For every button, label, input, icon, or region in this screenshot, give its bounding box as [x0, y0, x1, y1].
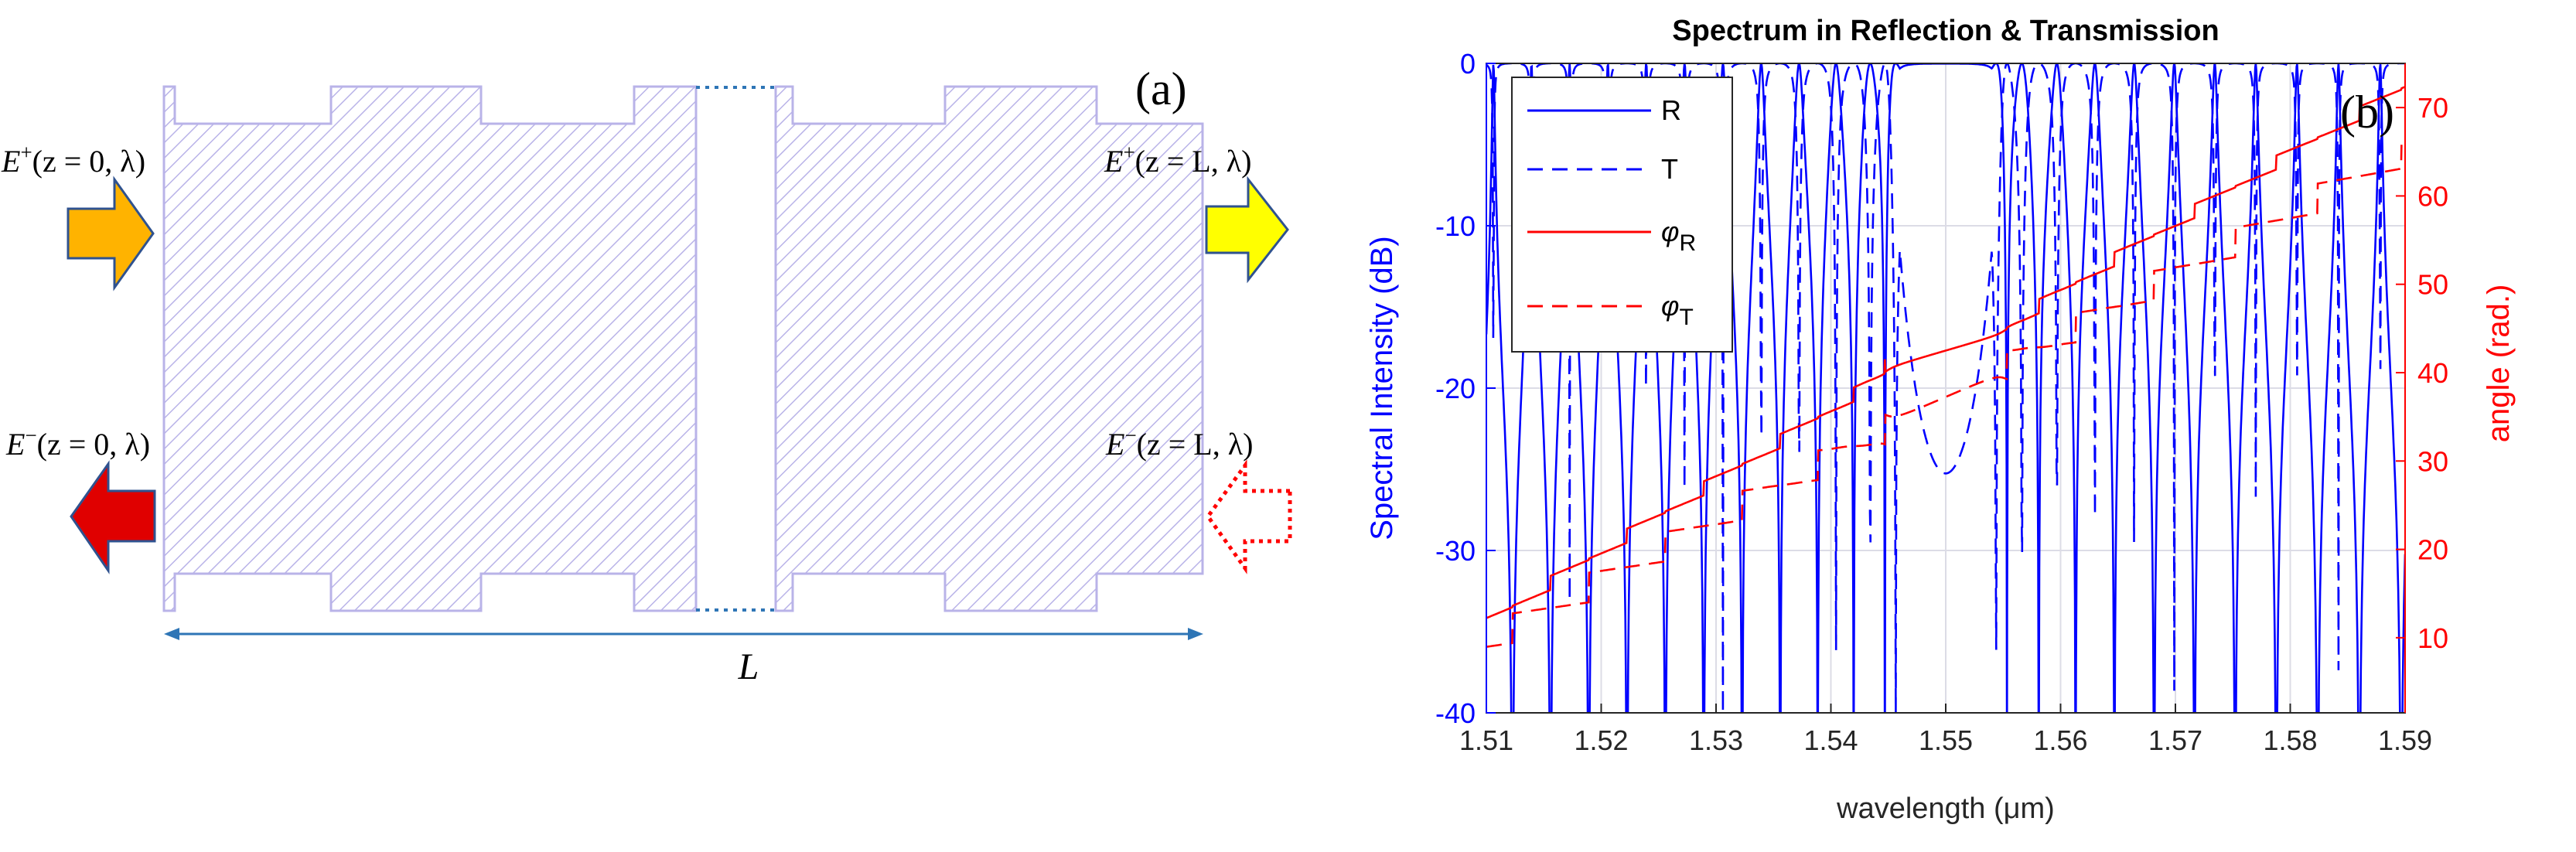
- y-axis-label-right: angle (rad.): [2482, 285, 2516, 443]
- legend-entry-phi-r: φR: [1527, 216, 1696, 256]
- legend: R T φR φT: [1511, 77, 1733, 353]
- label-forward-output: E+(z = L, λ): [1104, 141, 1251, 179]
- y-left-tick-label: -20: [1435, 373, 1476, 404]
- y-ticks-left: 0 -10 -20 -30 -40: [1435, 48, 1496, 729]
- spectrum-chart: 1.51 1.52 1.53 1.54 1.55 1.56 1.57 1.58 1.59 0 -1…: [1365, 15, 2516, 825]
- label-backward-input: E−(z = L, λ): [1105, 424, 1253, 462]
- y-ticks-right: 70 60 50 40 30 20 10: [2396, 63, 2448, 713]
- x-tick-label: 1.53: [1689, 724, 1743, 756]
- grating-right-segment: [774, 85, 1204, 612]
- length-arrow-left-head: [164, 628, 179, 640]
- legend-entry-t: T: [1527, 153, 1678, 185]
- x-ticks: 1.51 1.52 1.53 1.54 1.55 1.56 1.57 1.58 1.59: [1459, 704, 2432, 756]
- x-tick-label: 1.51: [1459, 724, 1513, 756]
- legend-entry-phi-t: φT: [1527, 290, 1694, 330]
- y-axis-label-left: Spectral Intensity (dB): [1365, 236, 1399, 540]
- x-tick-label: 1.59: [2378, 724, 2432, 756]
- y-right-tick-label: 60: [2417, 180, 2448, 212]
- grating-diagram: E+(z = 0, λ) E+(z = L, λ) E−(z = 0, λ) E…: [1, 63, 1292, 687]
- length-arrow-right-head: [1188, 628, 1203, 640]
- y-right-tick-label: 20: [2417, 534, 2448, 566]
- chart-title: Spectrum in Reflection & Transmission: [1672, 15, 2219, 47]
- series-phi-r: [1486, 86, 2405, 619]
- x-tick-label: 1.57: [2148, 724, 2202, 756]
- length-label: L: [738, 646, 759, 687]
- legend-box: [1511, 77, 1733, 353]
- panel-label-a: (a): [1135, 63, 1187, 114]
- y-right-tick-label: 40: [2417, 357, 2448, 389]
- series-phi-t: [1486, 137, 2405, 648]
- label-backward-output: E−(z = 0, λ): [5, 424, 150, 462]
- x-tick-label: 1.52: [1574, 724, 1628, 756]
- y-right-tick-label: 10: [2417, 622, 2448, 654]
- legend-label-phi-t: φT: [1661, 290, 1694, 330]
- y-left-tick-label: -10: [1435, 210, 1476, 242]
- forward-output-arrow: [1205, 176, 1289, 284]
- label-forward-input: E+(z = 0, λ): [1, 141, 145, 179]
- panel-label-b: (b): [2340, 87, 2394, 138]
- y-left-tick-label: -30: [1435, 535, 1476, 567]
- y-left-tick-label: 0: [1460, 48, 1476, 80]
- x-tick-label: 1.54: [1803, 724, 1858, 756]
- legend-entry-r: R: [1527, 94, 1681, 126]
- y-right-tick-label: 30: [2417, 445, 2448, 477]
- backward-input-arrow: [1205, 459, 1292, 574]
- backward-output-arrow: [70, 460, 156, 574]
- forward-input-arrow: [67, 176, 155, 291]
- y-left-tick-label: -40: [1435, 697, 1476, 729]
- x-axis-label: wavelength (μm): [1836, 792, 2055, 825]
- series-t: [1486, 63, 2405, 713]
- x-tick-label: 1.55: [1919, 724, 1973, 756]
- y-right-tick-label: 70: [2417, 92, 2448, 124]
- grating-left-segment: [162, 85, 698, 612]
- legend-label-r: R: [1661, 94, 1681, 126]
- y-right-tick-label: 50: [2417, 269, 2448, 301]
- x-tick-label: 1.56: [2033, 724, 2087, 756]
- legend-label-phi-r: φR: [1661, 216, 1696, 256]
- legend-label-t: T: [1661, 153, 1678, 185]
- x-tick-label: 1.58: [2263, 724, 2317, 756]
